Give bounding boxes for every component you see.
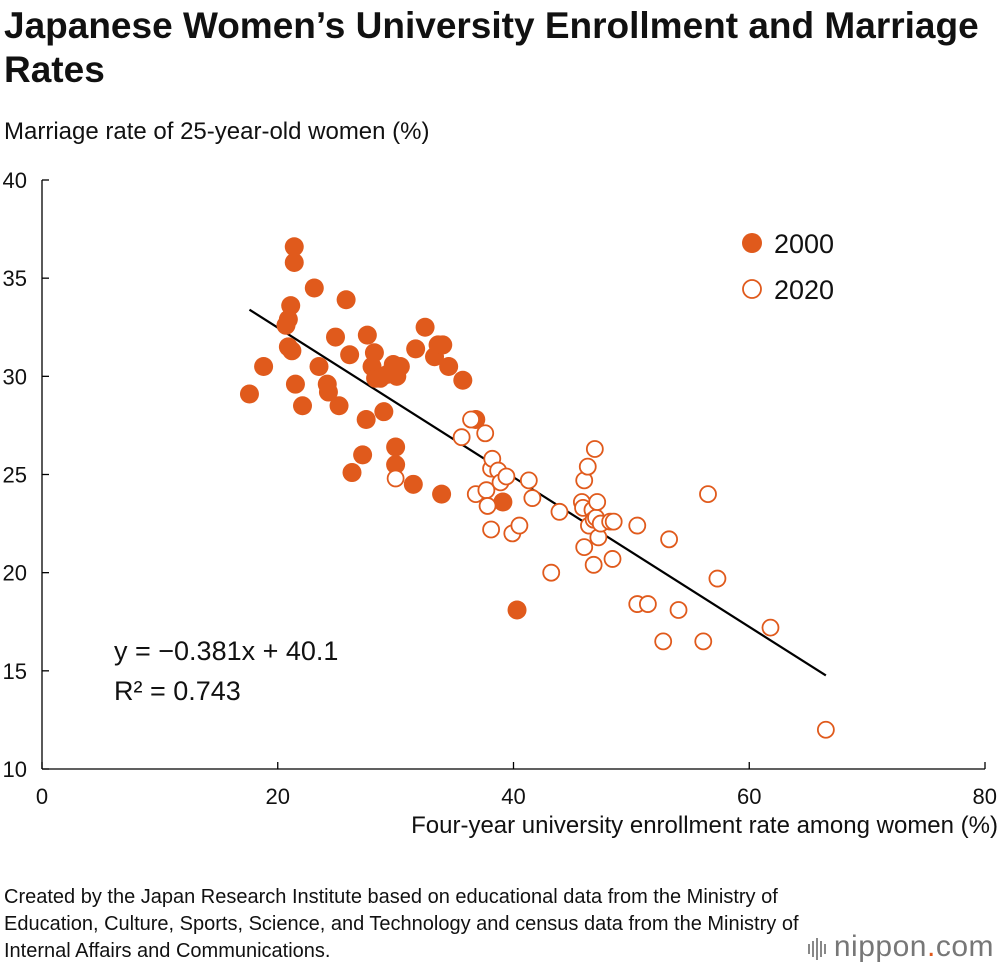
legend-label-2020: 2020: [774, 275, 834, 305]
y-tick-label: 20: [3, 561, 27, 586]
legend-label-2000: 2000: [774, 229, 834, 259]
source-note: Created by the Japan Research Institute …: [4, 886, 799, 962]
data-point-2020: [482, 520, 501, 539]
data-point-2020: [638, 595, 657, 613]
data-point-2000: [239, 384, 259, 404]
data-point-2000: [353, 445, 373, 465]
data-point-2020: [699, 485, 717, 504]
x-tick-label: 60: [737, 784, 761, 809]
regression-r-squared: R² = 0.743: [114, 676, 241, 706]
data-point-2020: [654, 632, 673, 651]
data-point-2000: [282, 341, 302, 361]
data-point-2020: [578, 457, 597, 476]
data-point-2000: [357, 325, 377, 345]
data-point-2000: [254, 357, 274, 377]
data-point-2000: [386, 437, 406, 457]
series-2020: [386, 410, 835, 739]
data-point-2000: [453, 370, 473, 390]
logo-dot: .: [926, 930, 936, 963]
scatter-plot: 10 15 20 25 30 35 40 0 20 40 60 80 2000 2020 y = −0.…: [3, 168, 997, 809]
x-tick-label: 20: [266, 784, 290, 809]
data-point-2020: [628, 516, 647, 535]
y-tick-label: 35: [3, 266, 27, 291]
data-point-2000: [309, 357, 329, 377]
y-tick-label: 15: [3, 659, 27, 684]
data-point-2000: [284, 252, 304, 272]
x-tick-label: 0: [36, 784, 48, 809]
data-point-2020: [478, 497, 497, 515]
data-point-2020: [386, 469, 405, 488]
data-point-2020: [462, 410, 480, 429]
nippon-logo: nippon.com: [807, 930, 994, 965]
data-point-2020: [761, 618, 780, 637]
data-point-2020: [708, 569, 727, 588]
data-point-2000: [364, 343, 384, 363]
data-point-2000: [390, 357, 410, 377]
y-axis-label: Marriage rate of 25-year-old women (%): [4, 118, 430, 145]
data-point-2020: [669, 601, 688, 619]
y-tick-label: 30: [3, 364, 27, 389]
data-point-2000: [329, 396, 349, 416]
logo-prefix: nippon: [833, 930, 927, 963]
y-tick-label: 40: [3, 168, 27, 193]
data-point-2020: [816, 720, 835, 739]
data-point-2000: [326, 327, 346, 347]
axes: [41, 179, 986, 770]
data-point-2000: [415, 317, 435, 337]
data-point-2020: [588, 493, 607, 511]
data-point-2000: [342, 463, 362, 483]
y-tick-label: 25: [3, 463, 27, 488]
data-point-2000: [285, 374, 305, 394]
data-point-2000: [374, 402, 394, 422]
data-point-2000: [336, 290, 356, 310]
data-point-2000: [304, 278, 324, 298]
data-point-2000: [406, 339, 426, 359]
data-point-2020: [575, 538, 594, 557]
legend-marker-2000: [742, 233, 762, 253]
data-point-2020: [550, 502, 569, 521]
chart-title: Japanese Women’s University Enrollment a…: [4, 5, 979, 90]
data-point-2000: [432, 484, 452, 504]
data-point-2000: [433, 335, 453, 355]
x-tick-label: 40: [501, 784, 525, 809]
data-point-2000: [403, 474, 423, 494]
data-point-2020: [476, 424, 495, 443]
data-point-2020: [510, 516, 529, 535]
legend: 2000 2020: [742, 229, 834, 305]
data-point-2000: [318, 382, 338, 402]
data-point-2000: [439, 357, 459, 377]
tick-labels: 10 15 20 25 30 35 40 0 20 40 60 80: [3, 168, 997, 809]
x-axis-label: Four-year university enrollment rate amo…: [411, 812, 998, 839]
data-point-2000: [340, 345, 360, 365]
regression-equation: y = −0.381x + 40.1: [114, 636, 338, 666]
data-point-2020: [694, 632, 713, 651]
data-point-2000: [284, 237, 304, 257]
data-point-2000: [281, 296, 301, 316]
data-point-2020: [604, 512, 623, 531]
data-point-2020: [519, 471, 538, 490]
data-point-2020: [585, 440, 604, 458]
data-point-2000: [356, 410, 376, 430]
logo-suffix: com: [935, 930, 994, 963]
data-point-2000: [507, 600, 527, 620]
data-point-2020: [497, 467, 516, 486]
logo-bars-icon: [807, 931, 828, 965]
data-point-2000: [493, 492, 513, 512]
data-point-2020: [603, 550, 622, 568]
data-point-2020: [542, 563, 561, 582]
y-tick-label: 10: [3, 757, 27, 782]
data-point-2020: [452, 428, 471, 447]
data-point-2020: [660, 530, 678, 549]
x-tick-label: 80: [973, 784, 997, 809]
data-point-2000: [386, 455, 406, 475]
data-point-2000: [293, 396, 313, 416]
data-point-2020: [584, 555, 603, 574]
legend-marker-2020: [742, 279, 762, 299]
data-point-2020: [523, 489, 542, 507]
series-2000: [239, 237, 527, 620]
